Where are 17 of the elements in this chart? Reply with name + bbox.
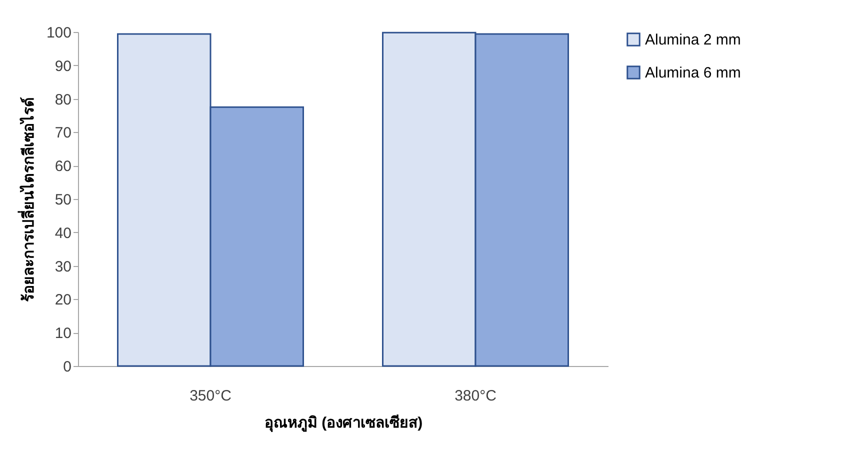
legend-label: Alumina 2 mm bbox=[645, 32, 741, 48]
x-tick-label: 350°C bbox=[190, 388, 232, 404]
y-tick-label: 80 bbox=[54, 91, 72, 108]
x-tick-label: 380°C bbox=[454, 388, 497, 404]
y-tick-label: 20 bbox=[54, 292, 72, 309]
y-tick-label: 90 bbox=[54, 58, 72, 75]
y-tick-label: 30 bbox=[54, 258, 72, 276]
y-tick-label: 70 bbox=[54, 124, 72, 142]
y-axis-title: ร้อยละการเปลี่ยนไตรกลีเซอไรด์ bbox=[17, 97, 38, 302]
y-tick-label: 40 bbox=[54, 224, 72, 242]
x-axis-title: อุณหภูมิ (องศาเซลเซียส) bbox=[264, 414, 423, 432]
y-tick-label: 100 bbox=[46, 24, 72, 42]
y-tick-label: 10 bbox=[54, 325, 72, 342]
y-tick-label: 50 bbox=[54, 192, 72, 208]
legend-label: Alumina 6 mm bbox=[645, 64, 741, 82]
y-tick-label: 0 bbox=[63, 358, 72, 376]
y-tick-label: 60 bbox=[54, 158, 72, 176]
